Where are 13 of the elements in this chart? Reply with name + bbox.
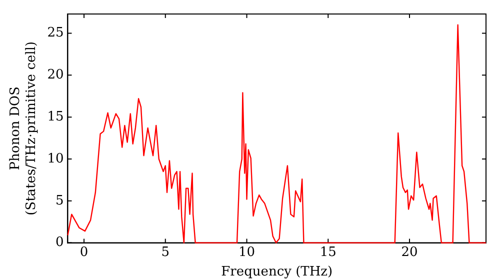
x-tick-label: 10 xyxy=(238,244,256,260)
x-tick-label: 20 xyxy=(401,244,418,260)
x-tick-label: 0 xyxy=(80,244,88,260)
x-axis-title: Frequency (THz) xyxy=(221,264,333,280)
y-tick-label: 15 xyxy=(47,109,64,124)
x-tick-label: 5 xyxy=(161,244,170,260)
y-tick-label: 25 xyxy=(47,26,64,41)
x-tick-label: 15 xyxy=(320,244,336,260)
y-tick-label: 5 xyxy=(55,193,64,208)
y-axis-title: Phonon DOS (States/THz·primitive cell) xyxy=(8,41,39,216)
y-tick-label: 0 xyxy=(55,235,64,250)
y-tick-label: 10 xyxy=(47,151,64,166)
y-tick-label: 20 xyxy=(47,68,64,83)
